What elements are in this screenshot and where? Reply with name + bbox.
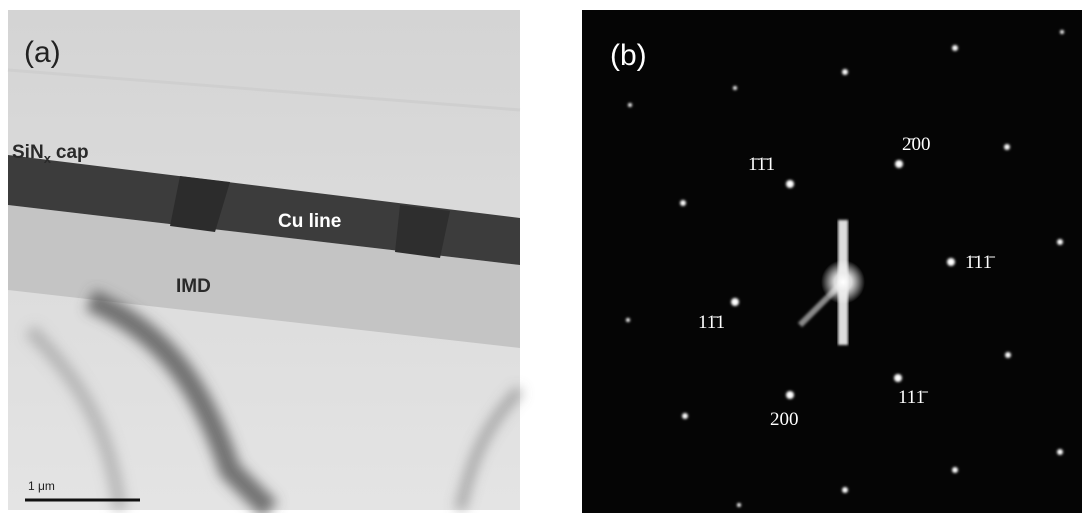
spot — [1057, 239, 1063, 245]
figure: (a) SiNxcap Cu line IMD 1 μm (b) 1̄1̄1 2… — [0, 0, 1082, 513]
spot — [1005, 352, 1011, 358]
spot-label: 1̄1̄1 — [748, 154, 775, 175]
spot — [786, 391, 794, 399]
panel-label: (b) — [610, 39, 647, 72]
spot-label: 111̄ — [898, 387, 928, 408]
spot — [952, 45, 958, 51]
spot — [680, 200, 686, 206]
scale-bar-label: 1 μm — [28, 479, 55, 493]
spot — [786, 180, 794, 188]
spot — [947, 258, 955, 266]
spot-label: 11̄1 — [698, 312, 725, 333]
central-beam — [821, 260, 865, 304]
diffraction-pattern — [582, 10, 1082, 513]
page: {"panel_a": {"label": "(a)", "cap_label"… — [0, 0, 1082, 513]
spot — [894, 374, 902, 382]
spot — [895, 160, 903, 168]
imd-label: IMD — [176, 276, 211, 297]
spot — [1004, 144, 1010, 150]
spot — [842, 487, 848, 493]
spot — [842, 69, 848, 75]
spot — [626, 318, 630, 322]
spot — [737, 503, 741, 507]
panel-label: (a) — [24, 36, 61, 69]
spot — [682, 413, 688, 419]
spot — [731, 298, 739, 306]
spot-label: 1̄11̄ — [965, 252, 995, 273]
spot — [733, 86, 737, 90]
spot — [1060, 30, 1064, 34]
spot — [952, 467, 958, 473]
spot-label: 200 — [770, 409, 799, 430]
panel-b: (b) 1̄1̄1 2̄00 1̄11̄ 11̄1 111̄ 200 — [582, 10, 1082, 513]
cu-label: Cu line — [278, 211, 341, 232]
spot-label: 2̄00 — [902, 134, 931, 155]
spot — [628, 103, 632, 107]
spot — [1057, 449, 1063, 455]
